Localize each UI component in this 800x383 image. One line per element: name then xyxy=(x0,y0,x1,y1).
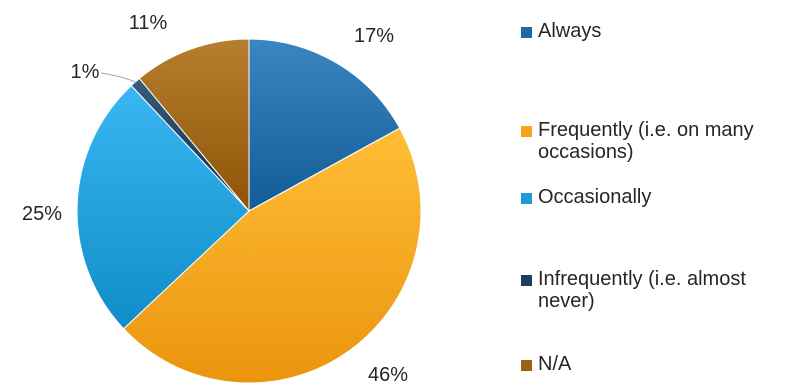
legend: Always Frequently (i.e. on many occasion… xyxy=(521,0,800,383)
legend-swatch-infrequently xyxy=(521,275,532,286)
legend-swatch-always xyxy=(521,27,532,38)
legend-item-always: Always xyxy=(521,20,800,42)
slice-label-infrequently: 1% xyxy=(71,61,100,83)
legend-item-frequently: Frequently (i.e. on many occasions) xyxy=(521,119,800,163)
pie-slices xyxy=(76,38,422,383)
pie-slice-frequently xyxy=(122,127,422,383)
legend-swatch-na xyxy=(521,360,532,371)
slice-label-occasionally: 25% xyxy=(22,203,62,225)
legend-item-occasionally: Occasionally xyxy=(521,186,800,208)
legend-label-frequently: Frequently (i.e. on many occasions) xyxy=(538,119,754,163)
legend-item-infrequently: Infrequently (i.e. almost never) xyxy=(521,268,800,312)
legend-label-occasionally: Occasionally xyxy=(538,186,652,208)
legend-label-infrequently: Infrequently (i.e. almost never) xyxy=(538,268,746,312)
pie-slice-na xyxy=(138,38,250,213)
slice-label-na: 11% xyxy=(129,12,168,34)
legend-item-na: N/A xyxy=(521,353,800,375)
pie-slice-always xyxy=(248,38,401,212)
legend-label-always: Always xyxy=(538,20,602,42)
slice-label-frequently: 46% xyxy=(368,364,408,383)
slice-labels: 17% 46% 25% 1% 11% xyxy=(22,12,408,383)
pie-slice-occasionally xyxy=(76,84,250,330)
leader-line-infrequently xyxy=(100,72,136,83)
pie-chart-plot: 17% 46% 25% 1% 11% xyxy=(22,12,422,383)
legend-swatch-occasionally xyxy=(521,193,532,204)
legend-label-na: N/A xyxy=(538,353,572,375)
slice-label-always: 17% xyxy=(354,25,394,47)
leader-lines xyxy=(100,72,136,83)
legend-swatch-frequently xyxy=(521,126,532,137)
